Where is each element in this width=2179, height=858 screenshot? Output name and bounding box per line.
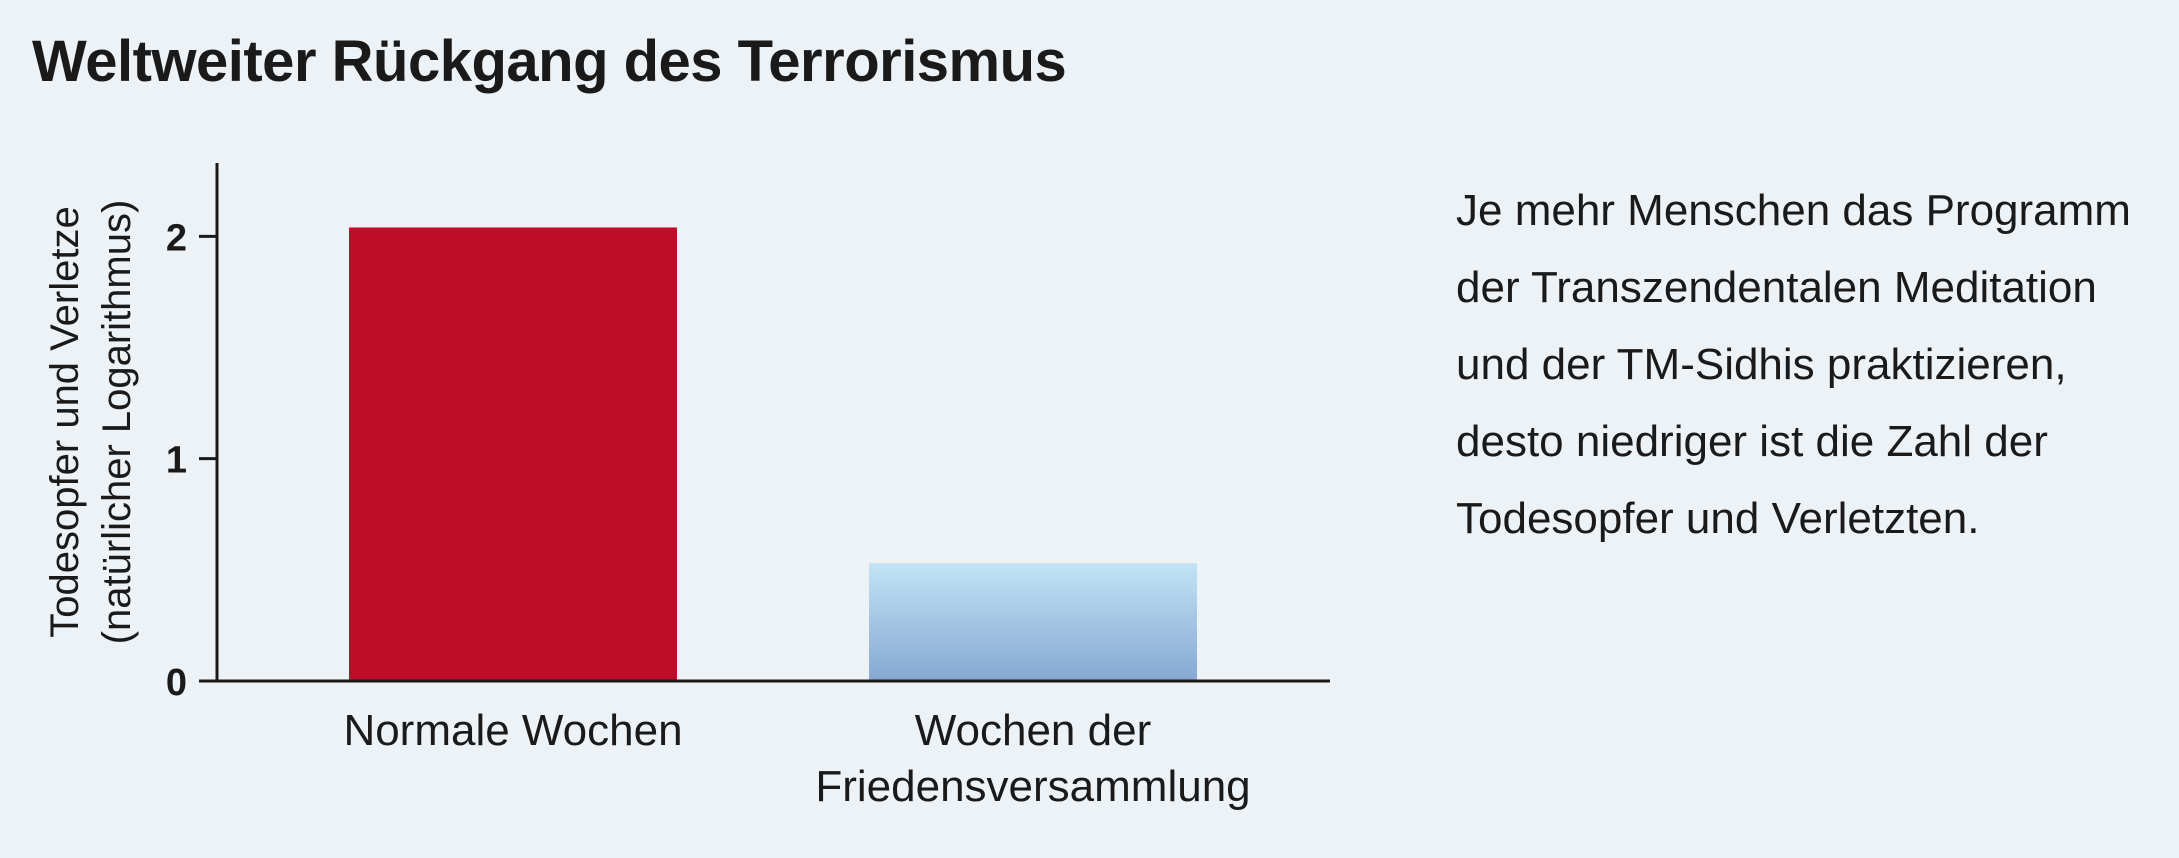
bars (349, 227, 1197, 681)
y-axis-label: Todesopfer und Verletze (natürlicher Loga… (43, 200, 139, 645)
x-label-0: Normale Wochen (343, 706, 682, 755)
bar-1 (869, 563, 1197, 681)
x-label-1: Wochen der Friedensversammlung (815, 706, 1250, 811)
y-tick-label-2: 2 (166, 217, 187, 259)
chart-title: Weltweiter Rückgang des Terrorismus (32, 29, 1067, 94)
y-axis-title: Todesopfer und Verletze (natürlicher Loga… (43, 200, 139, 645)
y-tick-label-1: 1 (166, 440, 187, 482)
y-tick-label-0: 0 (166, 662, 187, 704)
bar-0 (349, 227, 677, 681)
axes (199, 163, 1330, 683)
description-text: Je mehr Menschen das Programm der Transz… (1456, 186, 2131, 543)
y-ticks: 0 1 2 (166, 217, 217, 704)
x-labels: Normale Wochen Wochen der Friedensversamml… (343, 706, 1250, 811)
